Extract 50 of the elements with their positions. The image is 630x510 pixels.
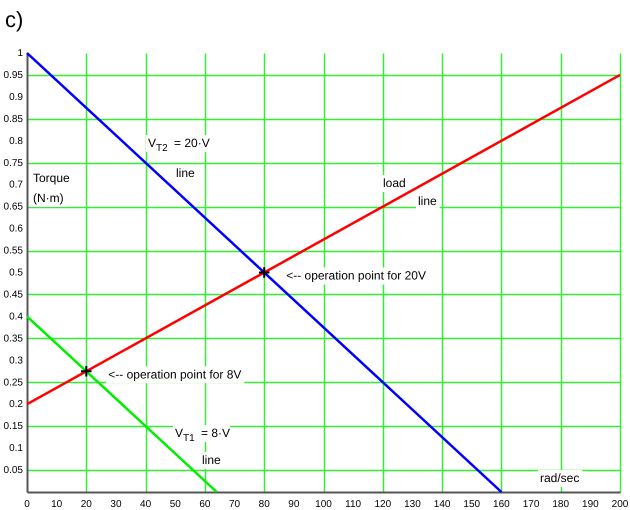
x-tick-label: 150 [463, 499, 481, 510]
y-axis-title: Torque (N·m) [33, 171, 70, 205]
annotation: load [383, 176, 406, 190]
y-tick-label: 0.25 [4, 377, 24, 388]
y-tick-label: 0.2 [9, 399, 24, 410]
y-tick-label: 0.35 [4, 333, 24, 344]
y-tick-label: 0.55 [4, 246, 24, 257]
annotation: <-- operation point for 20V [286, 268, 426, 282]
chart-title: c) [5, 7, 24, 32]
x-tick-label: 80 [258, 499, 270, 510]
x-tick-label: 30 [110, 499, 122, 510]
y-tick-label: 0.1 [9, 443, 24, 454]
y-tick-label: 0.05 [4, 465, 24, 476]
x-axis-title: rad/sec [540, 471, 580, 485]
x-tick-label: 100 [315, 499, 332, 510]
x-tick-label: 120 [374, 499, 392, 510]
x-tick-label: 140 [434, 499, 451, 510]
y-tick-label: 0.65 [4, 202, 24, 213]
x-tick-label: 10 [51, 499, 63, 510]
x-tick-label: 40 [140, 499, 152, 510]
y-tick-label: 0.7 [9, 180, 24, 191]
annotation: <-- operation point for 8V [108, 367, 242, 382]
y-tick-label: 0.45 [4, 289, 24, 300]
y-tick-label: 0.9 [9, 92, 24, 103]
annotation: line [202, 453, 222, 467]
x-tick-label: 190 [582, 499, 600, 510]
y-tick-label: 0.95 [4, 70, 24, 81]
y-tick-label: 0.6 [9, 224, 24, 235]
annotation: line [176, 166, 196, 180]
x-tick-label: 70 [228, 499, 241, 510]
y-tick-label: 0.75 [4, 158, 24, 169]
y-tick-label: 0.85 [4, 114, 24, 125]
x-tick-label: 170 [522, 499, 540, 510]
x-tick-label: 110 [345, 499, 362, 510]
annotation: line [418, 194, 438, 208]
y-tick-label: 0.8 [9, 136, 24, 147]
x-tick-label: 130 [404, 499, 422, 510]
x-tick-label: 200 [612, 499, 629, 510]
y-tick-label: 0.3 [9, 355, 24, 366]
x-tick-label: 0 [24, 499, 30, 510]
x-tick-label: 90 [288, 499, 300, 510]
y-tick-label: 0.4 [9, 311, 24, 322]
x-tick-label: 50 [170, 499, 182, 510]
x-tick-label: 180 [552, 499, 570, 510]
x-tick-label: 160 [493, 499, 510, 510]
y-tick-label: 1 [17, 48, 24, 59]
x-tick-label: 60 [199, 499, 211, 510]
y-tick-label: 0.5 [9, 268, 24, 278]
y-tick-label: 0.15 [4, 421, 24, 432]
x-tick-label: 20 [80, 499, 92, 510]
